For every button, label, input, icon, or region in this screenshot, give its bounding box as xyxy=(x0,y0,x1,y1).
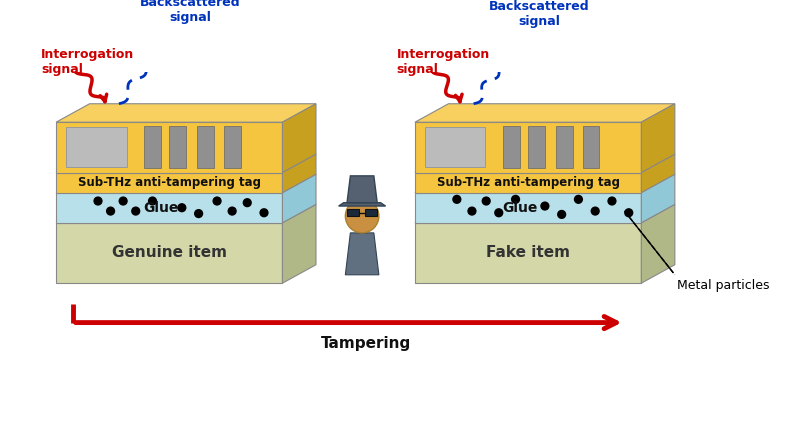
Circle shape xyxy=(94,196,102,206)
Polygon shape xyxy=(556,126,573,168)
Polygon shape xyxy=(66,127,126,167)
Circle shape xyxy=(194,209,203,218)
Circle shape xyxy=(574,195,583,204)
Circle shape xyxy=(482,196,491,206)
Text: Backscattered
signal: Backscattered signal xyxy=(140,0,241,24)
Polygon shape xyxy=(425,127,486,167)
Polygon shape xyxy=(282,204,316,283)
Circle shape xyxy=(624,208,634,217)
Circle shape xyxy=(607,196,617,206)
Polygon shape xyxy=(642,204,675,283)
Polygon shape xyxy=(528,126,545,168)
Polygon shape xyxy=(347,176,377,202)
Circle shape xyxy=(213,196,222,206)
Polygon shape xyxy=(56,154,316,173)
Polygon shape xyxy=(224,126,241,168)
Text: Tampering: Tampering xyxy=(321,336,411,351)
Polygon shape xyxy=(56,122,282,173)
Circle shape xyxy=(346,199,379,233)
Polygon shape xyxy=(346,233,379,275)
Circle shape xyxy=(494,208,503,217)
Polygon shape xyxy=(415,204,675,223)
Circle shape xyxy=(131,206,140,216)
Circle shape xyxy=(242,198,252,207)
Text: Metal particles: Metal particles xyxy=(677,279,769,292)
Polygon shape xyxy=(56,104,316,122)
Text: Interrogation
signal: Interrogation signal xyxy=(41,48,134,76)
Polygon shape xyxy=(357,220,367,233)
Circle shape xyxy=(511,195,520,204)
Polygon shape xyxy=(642,104,675,173)
Text: Genuine item: Genuine item xyxy=(112,246,226,260)
Polygon shape xyxy=(415,174,675,193)
Circle shape xyxy=(148,196,157,206)
Text: Fake item: Fake item xyxy=(486,246,570,260)
Polygon shape xyxy=(56,204,316,223)
Polygon shape xyxy=(144,126,161,168)
Polygon shape xyxy=(56,223,282,283)
Polygon shape xyxy=(56,174,316,193)
Polygon shape xyxy=(338,202,386,206)
Polygon shape xyxy=(282,104,316,173)
Polygon shape xyxy=(415,193,642,223)
Polygon shape xyxy=(56,193,282,223)
Circle shape xyxy=(452,195,462,204)
Circle shape xyxy=(557,210,566,219)
Bar xyxy=(347,210,358,216)
Circle shape xyxy=(118,196,128,206)
Polygon shape xyxy=(197,126,214,168)
Circle shape xyxy=(106,206,115,216)
Circle shape xyxy=(259,208,269,217)
Polygon shape xyxy=(503,126,520,168)
Polygon shape xyxy=(582,126,599,168)
Text: Glue: Glue xyxy=(143,201,178,215)
Polygon shape xyxy=(415,122,642,173)
Polygon shape xyxy=(170,126,186,168)
Polygon shape xyxy=(642,174,675,223)
Circle shape xyxy=(178,203,186,212)
Circle shape xyxy=(467,206,477,216)
Circle shape xyxy=(227,206,237,216)
Polygon shape xyxy=(282,174,316,223)
Polygon shape xyxy=(415,104,675,122)
Text: Sub-THz anti-tampering tag: Sub-THz anti-tampering tag xyxy=(437,176,620,189)
Circle shape xyxy=(540,202,550,210)
Text: Glue: Glue xyxy=(502,201,538,215)
Text: Sub-THz anti-tampering tag: Sub-THz anti-tampering tag xyxy=(78,176,261,189)
Text: Interrogation
signal: Interrogation signal xyxy=(397,48,490,76)
Polygon shape xyxy=(642,154,675,193)
Text: Backscattered
signal: Backscattered signal xyxy=(489,0,590,28)
Bar xyxy=(366,210,377,216)
Polygon shape xyxy=(415,154,675,173)
Polygon shape xyxy=(56,173,282,193)
Polygon shape xyxy=(415,223,642,283)
Polygon shape xyxy=(415,173,642,193)
Circle shape xyxy=(590,206,600,216)
Polygon shape xyxy=(282,154,316,193)
